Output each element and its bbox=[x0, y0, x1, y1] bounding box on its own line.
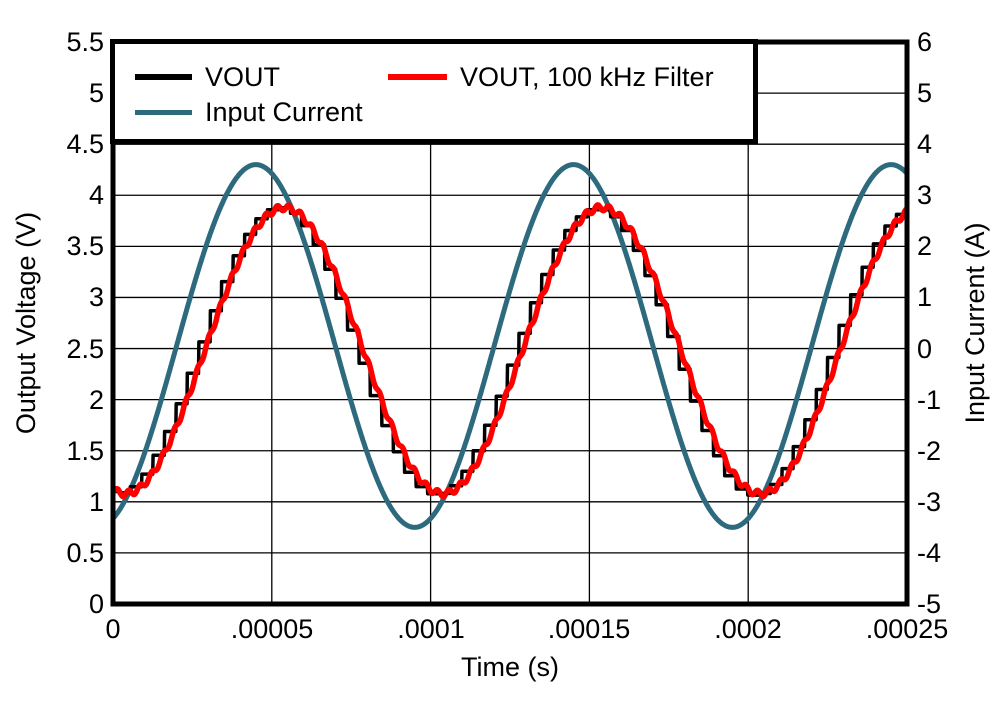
y-right-tick: 1 bbox=[917, 282, 933, 312]
y-right-tick: 4 bbox=[917, 129, 933, 159]
x-tick: .0001 bbox=[397, 614, 465, 644]
y-right-tick: -1 bbox=[917, 385, 942, 415]
y-right-tick: -2 bbox=[917, 436, 942, 466]
y-left-tick: 2.5 bbox=[66, 334, 104, 364]
y-left-tick: 4 bbox=[88, 180, 104, 210]
y-left-tick: 5.5 bbox=[66, 27, 104, 57]
y-right-tick: 0 bbox=[917, 334, 933, 364]
y-right-tick: 5 bbox=[917, 78, 933, 108]
y-right-tick: -3 bbox=[917, 487, 942, 517]
legend: VOUT VOUT, 100 kHz Filter Input Current bbox=[110, 39, 758, 144]
legend-label-vout: VOUT bbox=[205, 62, 281, 92]
y-right-tick: 3 bbox=[917, 180, 933, 210]
x-tick: .00025 bbox=[865, 614, 949, 644]
y-left-tick: 3.5 bbox=[66, 231, 104, 261]
legend-swatch-input-current bbox=[135, 110, 192, 115]
legend-swatch-vout bbox=[135, 74, 192, 80]
y-left-tick: 4.5 bbox=[66, 129, 104, 159]
legend-label-vout-filter: VOUT, 100 kHz Filter bbox=[460, 62, 714, 92]
x-tick: 0 bbox=[105, 614, 121, 644]
legend-swatch-vout-filter bbox=[388, 74, 447, 80]
y-right-tick: 6 bbox=[917, 27, 933, 57]
y-right-tick: 2 bbox=[917, 231, 933, 261]
x-axis-title: Time (s) bbox=[461, 652, 559, 682]
y-left-axis-title: Output Voltage (V) bbox=[11, 211, 41, 435]
legend-label-input-current: Input Current bbox=[205, 97, 363, 127]
y-right-tick: -5 bbox=[917, 589, 942, 619]
y-right-axis-title: Input Current (A) bbox=[960, 222, 990, 424]
y-left-tick: 5 bbox=[88, 78, 104, 108]
y-left-tick: 0.5 bbox=[66, 538, 104, 568]
y-left-tick: 2 bbox=[88, 385, 104, 415]
x-tick: .00015 bbox=[547, 614, 631, 644]
y-left-tick: 1 bbox=[88, 487, 104, 517]
x-tick: .00005 bbox=[230, 614, 314, 644]
y-left-tick: 1.5 bbox=[66, 436, 104, 466]
y-left-tick: 0 bbox=[88, 589, 104, 619]
y-right-tick: -4 bbox=[917, 538, 942, 568]
y-left-tick: 3 bbox=[88, 282, 104, 312]
x-tick: .0002 bbox=[714, 614, 782, 644]
